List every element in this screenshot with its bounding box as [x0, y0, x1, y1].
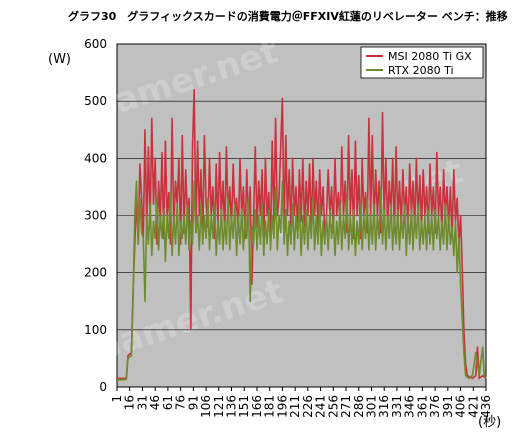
series-line-0 [117, 88, 487, 380]
x-tick-label-18: 271 [339, 395, 353, 418]
x-tick-label-1: 16 [123, 395, 137, 410]
x-tick-label-10: 151 [237, 395, 251, 418]
x-tick-label-4: 61 [161, 395, 175, 410]
y-tick-label-5: 500 [84, 94, 107, 108]
x-tick-label-25: 376 [428, 395, 442, 418]
x-tick-label-29: 436 [479, 395, 493, 418]
plot-area: 4Gamer.net4Gamer.net4Gamer.net0100200300… [60, 31, 493, 418]
x-tick-label-13: 196 [275, 395, 289, 418]
x-tick-label-6: 91 [186, 395, 200, 410]
x-tick-label-27: 406 [454, 395, 468, 418]
x-tick-label-2: 31 [135, 395, 149, 410]
x-tick-label-28: 421 [466, 395, 480, 418]
legend-label-0: MSI 2080 Ti GX [388, 50, 472, 63]
x-tick-label-22: 331 [390, 395, 404, 418]
x-tick-label-16: 241 [314, 395, 328, 418]
x-tick-label-21: 316 [377, 395, 391, 418]
y-tick-label-0: 0 [99, 380, 107, 394]
x-tick-label-0: 1 [110, 395, 124, 403]
x-tick-label-20: 301 [364, 395, 378, 418]
x-tick-label-5: 76 [174, 395, 188, 410]
x-tick-label-8: 121 [212, 395, 226, 418]
series-line-1 [116, 180, 487, 381]
y-axis-label: (W) [48, 52, 71, 67]
x-tick-label-17: 256 [326, 395, 340, 418]
x-tick-label-15: 226 [301, 395, 315, 418]
y-tick-label-3: 300 [84, 209, 107, 223]
x-tick-label-26: 391 [441, 395, 455, 418]
x-axis-label: (秒) [478, 415, 501, 430]
x-tick-label-12: 181 [263, 395, 277, 418]
chart-title: グラフ30 グラフィックスカードの消費電力＠FFXIV紅蓮のリベレーター ベンチ… [68, 9, 508, 23]
x-tick-label-11: 166 [250, 395, 264, 418]
x-tick-label-14: 211 [288, 395, 302, 418]
legend-box [360, 46, 484, 79]
x-tick-label-3: 46 [148, 395, 162, 410]
x-tick-label-9: 136 [225, 395, 239, 418]
y-tick-label-4: 400 [84, 151, 107, 165]
x-tick-label-24: 361 [415, 395, 429, 418]
x-tick-label-23: 346 [403, 395, 417, 418]
x-tick-label-19: 286 [352, 395, 366, 418]
y-tick-label-1: 100 [84, 323, 107, 337]
x-tick-label-7: 106 [199, 395, 213, 418]
y-tick-label-6: 600 [84, 37, 107, 51]
y-tick-label-2: 200 [84, 266, 107, 280]
legend-label-1: RTX 2080 Ti [388, 64, 454, 77]
